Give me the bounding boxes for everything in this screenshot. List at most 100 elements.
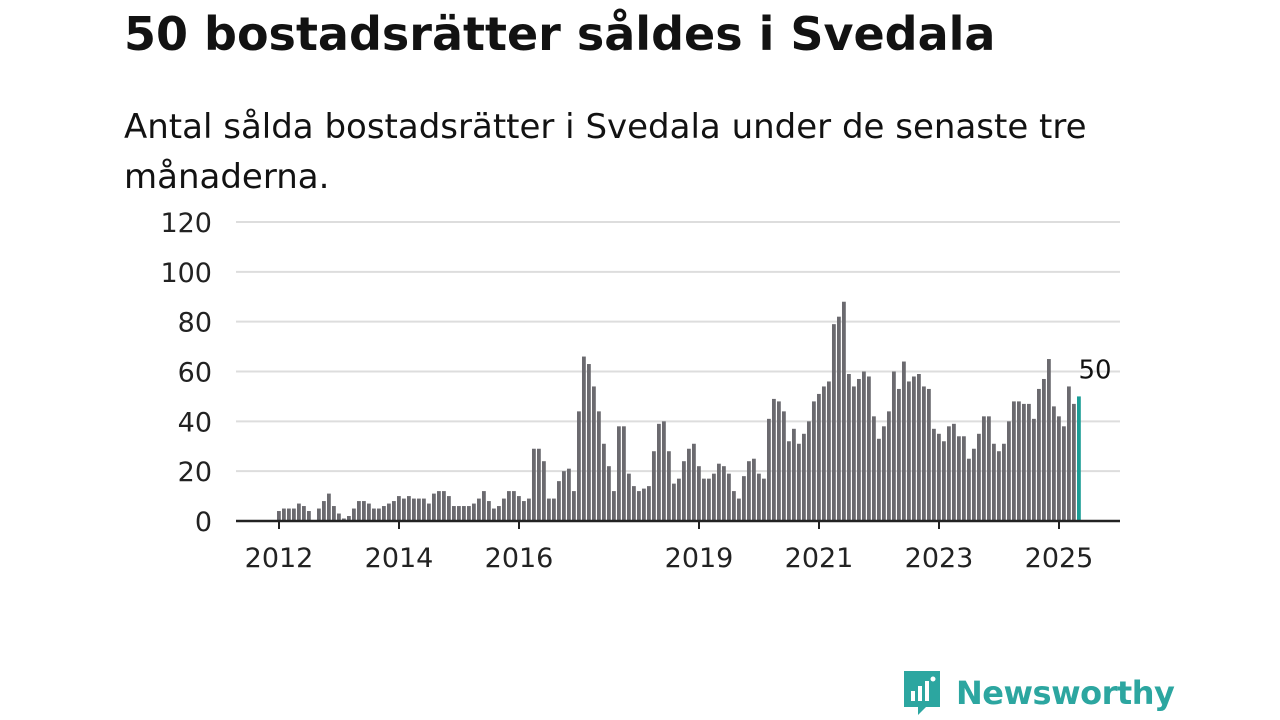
- x-axis: [236, 519, 1120, 529]
- bar: [607, 466, 611, 521]
- bar: [917, 373, 921, 521]
- y-tick-label: 100: [160, 258, 212, 289]
- bar: [587, 364, 591, 521]
- bar: [667, 451, 671, 521]
- bar: [392, 501, 396, 521]
- bar: [797, 443, 801, 521]
- bar: [597, 411, 601, 521]
- bar: [637, 491, 641, 521]
- bar: [852, 386, 856, 521]
- chart-subtitle: Antal sålda bostadsrätter i Svedala unde…: [124, 107, 1087, 197]
- bar: [287, 508, 291, 521]
- bar: [832, 324, 836, 521]
- bar: [622, 426, 626, 521]
- x-tick-label: 2023: [905, 543, 974, 574]
- bar: [702, 478, 706, 521]
- bar: [442, 491, 446, 521]
- bar: [817, 393, 821, 521]
- bar: [302, 506, 306, 521]
- bar: [412, 498, 416, 521]
- x-tick-label: 2019: [665, 543, 734, 574]
- bar: [567, 468, 571, 521]
- bar: [347, 516, 351, 521]
- x-tick-label: 2016: [485, 543, 554, 574]
- bar: [482, 491, 486, 521]
- bar: [337, 513, 341, 521]
- bar: [572, 491, 576, 521]
- bar: [617, 426, 621, 521]
- bar: [307, 511, 311, 521]
- bar: [822, 386, 826, 521]
- bar: [992, 443, 996, 521]
- bar: [737, 498, 741, 521]
- bar: [782, 411, 786, 521]
- bar: [997, 451, 1001, 521]
- bar: [827, 381, 831, 521]
- bar: [887, 411, 891, 521]
- bar: [957, 436, 961, 521]
- bar: [397, 496, 401, 521]
- annotations: 50: [1078, 355, 1111, 385]
- bar: [647, 486, 651, 521]
- y-tick-label: 60: [178, 358, 212, 389]
- x-tick-label: 2014: [365, 543, 434, 574]
- bar: [542, 461, 546, 521]
- bar: [742, 476, 746, 521]
- bar: [557, 481, 561, 521]
- bar: [932, 428, 936, 521]
- bar: [497, 506, 501, 521]
- bar: [947, 426, 951, 521]
- bar: [432, 493, 436, 521]
- bar: [367, 503, 371, 521]
- bar: [657, 423, 661, 521]
- bar: [452, 506, 456, 521]
- bar: [792, 428, 796, 521]
- bar: [642, 488, 646, 521]
- bar: [1037, 388, 1041, 521]
- bar: [762, 478, 766, 521]
- bar: [1067, 386, 1071, 521]
- bar: [317, 508, 321, 521]
- bar: [1042, 378, 1046, 521]
- bar: [1007, 421, 1011, 521]
- bar: [472, 503, 476, 521]
- bar: [922, 386, 926, 521]
- bar: [612, 491, 616, 521]
- x-axis-labels: 2012 2014 2016 2019 2021 2023 2025: [245, 543, 1094, 574]
- highlight-bar: [1077, 396, 1081, 521]
- bar: [837, 316, 841, 521]
- bars: [277, 301, 1081, 521]
- bar: [322, 501, 326, 521]
- bar: [357, 501, 361, 521]
- bar: [1052, 406, 1056, 521]
- bar: [697, 466, 701, 521]
- bar: [532, 448, 536, 521]
- bar: [282, 508, 286, 521]
- bar: [1017, 401, 1021, 521]
- bar: [752, 458, 756, 521]
- bar: [467, 506, 471, 521]
- bar: [867, 376, 871, 521]
- bar: [812, 401, 816, 521]
- bar: [537, 448, 541, 521]
- bar: [507, 491, 511, 521]
- bar: [632, 486, 636, 521]
- bar: [502, 498, 506, 521]
- bar: [1072, 403, 1076, 521]
- bar: [592, 386, 596, 521]
- bar: [582, 356, 586, 521]
- bar: [417, 498, 421, 521]
- bar: [747, 461, 751, 521]
- newsworthy-logo-icon: [904, 671, 940, 715]
- bar: [547, 498, 551, 521]
- x-tick-label: 2012: [245, 543, 314, 574]
- bar: [512, 491, 516, 521]
- bar: [987, 416, 991, 521]
- x-tick-label: 2025: [1025, 543, 1094, 574]
- bar: [842, 301, 846, 521]
- y-tick-label: 40: [178, 407, 212, 438]
- bar: [882, 426, 886, 521]
- bar: [552, 498, 556, 521]
- bar: [732, 491, 736, 521]
- bar: [362, 501, 366, 521]
